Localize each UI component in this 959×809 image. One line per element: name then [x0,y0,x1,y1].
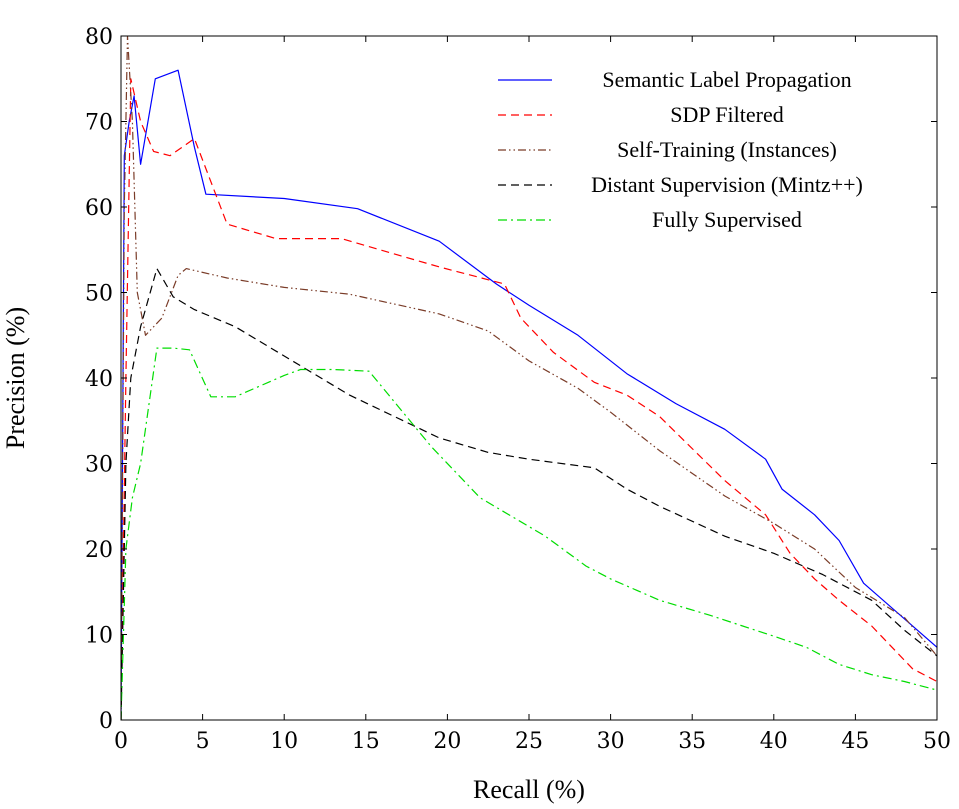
legend: Semantic Label Propagation SDP Filtered Se… [498,67,863,232]
series-line-1 [121,69,937,720]
legend-label-4: Distant Supervision (Mintz++) [591,172,863,197]
series-line-4 [121,268,937,720]
y-axis-title: Precision (%) [1,307,30,449]
x-tick-label: 45 [841,729,869,754]
legend-label-3: Self-Training (Instances) [617,137,837,162]
x-tick-label: 25 [515,729,543,754]
series-group [121,36,937,720]
y-tick-label: 20 [85,538,113,563]
x-tick-label: 10 [270,729,298,754]
x-tick-label: 50 [923,729,951,754]
ticks-group: 0 5 10 15 20 25 30 35 40 45 50 0 10 20 30 40 50 60 70 80 [85,25,951,754]
legend-label-1: Semantic Label Propagation [602,67,851,92]
y-tick-label: 70 [85,111,113,136]
legend-label-5: Fully Supervised [652,207,802,232]
x-tick-label: 40 [760,729,788,754]
x-tick-label: 0 [114,729,128,754]
y-tick-label: 60 [85,196,113,221]
x-tick-label: 35 [678,729,706,754]
x-tick-label: 20 [433,729,461,754]
y-tick-label: 80 [85,25,113,50]
y-tick-label: 30 [85,453,113,478]
series-line-3 [121,36,937,720]
y-tick-label: 0 [99,709,113,734]
y-tick-label: 40 [85,367,113,392]
x-tick-label: 15 [352,729,380,754]
x-tick-label: 30 [597,729,625,754]
y-tick-label: 10 [85,624,113,649]
y-tick-label: 50 [85,282,113,307]
x-axis-title: Recall (%) [473,775,585,804]
x-tick-label: 5 [196,729,210,754]
series-line-2 [121,78,937,720]
series-line-5 [121,347,937,720]
legend-label-2: SDP Filtered [670,102,783,127]
